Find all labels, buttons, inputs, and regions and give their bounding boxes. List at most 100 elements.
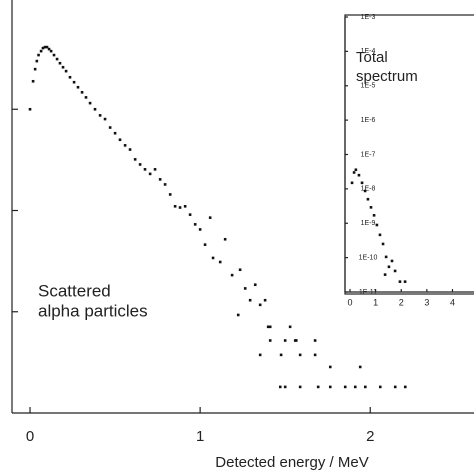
point bbox=[313, 353, 317, 357]
point bbox=[293, 339, 297, 342]
point bbox=[28, 107, 32, 111]
point bbox=[393, 385, 397, 389]
point bbox=[364, 385, 367, 389]
point bbox=[173, 205, 177, 208]
x-tick-label: 0 bbox=[26, 428, 34, 445]
point bbox=[369, 206, 373, 209]
point bbox=[383, 273, 387, 276]
y-tick-label: 1E-7 bbox=[361, 151, 376, 158]
point bbox=[223, 237, 227, 241]
point bbox=[76, 85, 80, 89]
point bbox=[358, 365, 362, 369]
point bbox=[41, 46, 45, 50]
annotation: alpha particles bbox=[38, 301, 148, 320]
x-axis-label: Detected energy / MeV bbox=[215, 454, 368, 471]
annotation: Total bbox=[356, 49, 388, 66]
point bbox=[403, 385, 407, 389]
point bbox=[263, 298, 267, 302]
point bbox=[375, 223, 379, 227]
y-tick-label: 1E-11 bbox=[359, 289, 377, 296]
point bbox=[218, 260, 222, 264]
y-tick-label: 1E-4 bbox=[361, 48, 376, 55]
point bbox=[211, 256, 215, 260]
point bbox=[393, 269, 397, 273]
point bbox=[35, 59, 39, 63]
y-tick-label: 1E-8 bbox=[361, 186, 376, 193]
point bbox=[353, 385, 357, 389]
y-tick-label: 1E-3 bbox=[361, 14, 376, 21]
point bbox=[33, 67, 37, 71]
point bbox=[113, 131, 117, 135]
point bbox=[352, 171, 356, 174]
point bbox=[153, 168, 157, 171]
point bbox=[128, 148, 132, 151]
point bbox=[163, 183, 167, 186]
point bbox=[354, 168, 358, 172]
point bbox=[268, 339, 272, 342]
point bbox=[357, 173, 361, 177]
point bbox=[49, 49, 53, 53]
point bbox=[203, 243, 207, 246]
point bbox=[363, 189, 367, 193]
point bbox=[98, 114, 102, 117]
point bbox=[148, 172, 152, 176]
point bbox=[381, 242, 385, 246]
x-tick-label: 4 bbox=[450, 297, 455, 307]
point bbox=[350, 181, 354, 185]
point bbox=[279, 353, 283, 357]
point bbox=[64, 69, 68, 73]
point bbox=[360, 181, 364, 185]
point bbox=[248, 298, 252, 302]
point bbox=[68, 75, 72, 79]
x-tick-label: 2 bbox=[399, 297, 404, 307]
y-tick-label: 1E-6 bbox=[361, 117, 376, 124]
y-tick-label: 1E-10 bbox=[359, 254, 378, 261]
point bbox=[243, 287, 247, 290]
annotation: spectrum bbox=[356, 68, 418, 85]
point bbox=[143, 168, 147, 171]
point bbox=[253, 283, 257, 287]
point bbox=[238, 268, 242, 272]
point bbox=[123, 144, 127, 147]
point bbox=[258, 353, 262, 357]
point bbox=[58, 61, 62, 65]
point bbox=[84, 96, 88, 99]
point bbox=[258, 303, 262, 307]
point bbox=[52, 53, 56, 57]
point bbox=[108, 126, 112, 129]
x-tick-label: 1 bbox=[196, 428, 204, 445]
point bbox=[138, 163, 142, 166]
point bbox=[283, 385, 287, 389]
point bbox=[328, 385, 332, 389]
point bbox=[208, 216, 212, 219]
point bbox=[298, 353, 302, 357]
point bbox=[168, 193, 172, 196]
point bbox=[61, 65, 65, 69]
point bbox=[193, 223, 197, 226]
point bbox=[43, 45, 47, 49]
point bbox=[266, 325, 270, 329]
point bbox=[268, 325, 272, 329]
point bbox=[343, 385, 347, 389]
point bbox=[133, 158, 137, 161]
point bbox=[283, 339, 287, 342]
point bbox=[183, 205, 187, 208]
point bbox=[47, 47, 51, 51]
point bbox=[288, 325, 292, 329]
point bbox=[198, 228, 202, 231]
y-tick-label: 1E-9 bbox=[361, 220, 376, 227]
point bbox=[278, 385, 282, 389]
point bbox=[55, 57, 59, 61]
point bbox=[298, 385, 302, 389]
point bbox=[103, 117, 107, 121]
point bbox=[31, 79, 35, 83]
point bbox=[328, 365, 332, 369]
point bbox=[372, 214, 376, 217]
point bbox=[387, 265, 391, 269]
point bbox=[158, 178, 162, 181]
point bbox=[366, 197, 370, 201]
point bbox=[37, 53, 40, 57]
point bbox=[188, 213, 192, 216]
point bbox=[403, 280, 407, 283]
